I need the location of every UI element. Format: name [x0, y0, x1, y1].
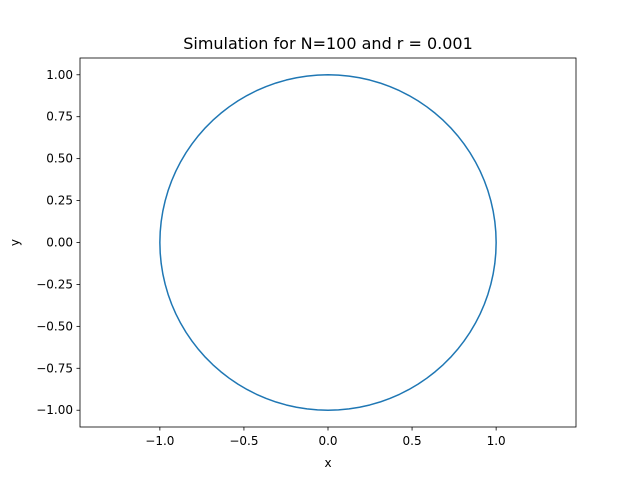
- y-tick-label: −0.75: [36, 361, 73, 375]
- x-tick-label: 0.5: [403, 434, 422, 448]
- y-tick-label: 0.50: [46, 152, 73, 166]
- x-tick-label: 1.0: [487, 434, 506, 448]
- y-tick-label: 1.00: [46, 68, 73, 82]
- y-tick-label: −0.25: [36, 277, 73, 291]
- x-axis-ticks: −1.0 −0.5 0.0 0.5 1.0: [145, 427, 506, 448]
- series-layer: [159, 74, 497, 411]
- y-axis-ticks: −1.00 −0.75 −0.50 −0.25 0.00 0.25 0.50 0.75 1.00: [36, 68, 80, 417]
- x-tick-label: −1.0: [145, 434, 174, 448]
- y-tick-label: 0.75: [46, 110, 73, 124]
- y-tick-label: 0.25: [46, 194, 73, 208]
- chart-title: Simulation for N=100 and r = 0.001: [183, 34, 473, 53]
- y-axis-label: y: [8, 239, 22, 246]
- series-line-0: [159, 74, 497, 411]
- x-tick-label: −0.5: [229, 434, 258, 448]
- x-tick-label: 0.0: [318, 434, 337, 448]
- y-tick-label: −1.00: [36, 403, 73, 417]
- y-tick-label: −0.50: [36, 319, 73, 333]
- plot-area: [80, 58, 576, 427]
- x-axis-label: x: [324, 456, 331, 470]
- y-tick-label: 0.00: [46, 236, 73, 250]
